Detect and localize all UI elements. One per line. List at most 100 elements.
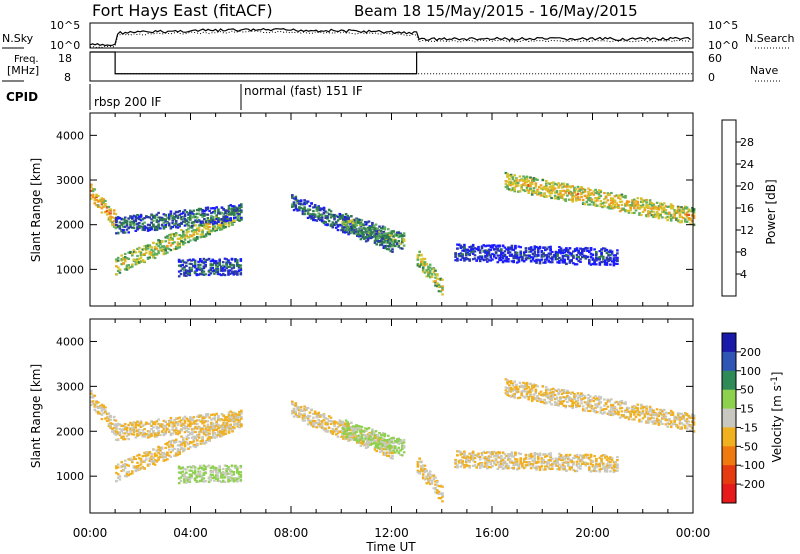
power-cell bbox=[650, 204, 654, 207]
power-cell bbox=[471, 243, 475, 247]
velocity-cell bbox=[238, 423, 241, 426]
power-cell bbox=[558, 259, 561, 263]
power-cell bbox=[568, 261, 572, 264]
power-cell bbox=[157, 241, 160, 244]
power-cell bbox=[506, 172, 509, 176]
velocity-cell bbox=[236, 419, 240, 422]
velocity-cell bbox=[234, 413, 238, 416]
power-cell bbox=[194, 239, 197, 242]
power-cell bbox=[193, 261, 197, 264]
velocity-cell bbox=[317, 415, 320, 418]
power-cell bbox=[376, 239, 379, 243]
power-cell bbox=[217, 220, 220, 223]
power-cell bbox=[169, 210, 173, 213]
power-cell bbox=[617, 206, 620, 209]
power-cell bbox=[434, 276, 437, 279]
power-cell bbox=[533, 260, 537, 263]
velocity-cell bbox=[222, 414, 225, 417]
power-cell bbox=[185, 261, 188, 264]
power-cell bbox=[463, 249, 466, 253]
power-cell bbox=[174, 247, 178, 250]
power-cell bbox=[361, 236, 364, 239]
power-cell bbox=[593, 248, 596, 251]
power-cell bbox=[183, 213, 187, 216]
power-cell bbox=[315, 206, 319, 209]
power-cell bbox=[671, 207, 675, 210]
velocity-cell bbox=[123, 467, 127, 470]
velocity-cell bbox=[190, 441, 194, 444]
velocity-cell bbox=[372, 431, 376, 434]
power-cell bbox=[162, 213, 166, 216]
power-cell bbox=[109, 217, 112, 220]
power-cell bbox=[162, 225, 166, 228]
power-cell bbox=[434, 280, 437, 283]
velocity-cell bbox=[183, 426, 187, 429]
velocity-cell bbox=[382, 447, 386, 451]
power-cell bbox=[204, 259, 207, 262]
velocity-cell bbox=[129, 430, 132, 433]
velocity-cell bbox=[208, 439, 211, 442]
velocity-cell bbox=[150, 452, 153, 456]
power-cell bbox=[211, 270, 214, 273]
velocity-cell bbox=[145, 433, 148, 436]
power-cell bbox=[573, 263, 577, 266]
power-cell bbox=[298, 206, 301, 209]
velocity-cell bbox=[372, 436, 376, 440]
velocity-cell bbox=[342, 424, 345, 427]
velocity-cell bbox=[222, 430, 225, 433]
velocity-cell bbox=[382, 453, 386, 456]
power-cell bbox=[211, 219, 215, 222]
power-cell bbox=[662, 210, 666, 213]
power-cell bbox=[166, 245, 169, 248]
power-cell bbox=[324, 216, 327, 219]
power-cell bbox=[204, 264, 207, 267]
velocity-cell bbox=[95, 400, 98, 404]
power-cell bbox=[369, 228, 372, 231]
power-cell bbox=[125, 222, 129, 225]
power-cell bbox=[538, 186, 541, 189]
cpid-row: CPID rbsp 200 IF normal (fast) 151 IF bbox=[6, 84, 363, 110]
power-cell bbox=[153, 214, 157, 217]
power-cell bbox=[572, 250, 575, 253]
power-cell bbox=[434, 273, 437, 276]
power-cell bbox=[234, 208, 238, 211]
power-cell bbox=[131, 222, 134, 225]
power-cell bbox=[553, 197, 557, 200]
velocity-cell bbox=[139, 421, 143, 424]
power-cell bbox=[317, 205, 320, 208]
power-cell bbox=[171, 225, 174, 229]
power-cell bbox=[557, 186, 560, 189]
velocity-cell bbox=[315, 426, 319, 429]
power-cell bbox=[173, 233, 176, 236]
velocity-cell bbox=[174, 429, 178, 432]
velocity-cell bbox=[227, 419, 231, 423]
power-cell bbox=[610, 191, 613, 195]
power-cell bbox=[525, 181, 529, 184]
power-cell bbox=[350, 227, 354, 230]
power-cell bbox=[640, 197, 643, 200]
power-cell bbox=[187, 224, 190, 227]
power-cell bbox=[138, 217, 141, 220]
power-cell bbox=[464, 248, 468, 251]
power-cell bbox=[203, 214, 206, 217]
velocity-cell bbox=[213, 466, 216, 469]
velocity-cell bbox=[150, 424, 153, 427]
power-cell bbox=[563, 261, 566, 264]
power-cell bbox=[227, 273, 230, 276]
power-cell bbox=[480, 257, 484, 260]
velocity-cell bbox=[164, 424, 167, 427]
power-cell bbox=[355, 218, 358, 221]
power-cell bbox=[432, 280, 436, 283]
velocity-cell bbox=[218, 480, 221, 483]
power-cell bbox=[546, 188, 550, 191]
power-cell bbox=[513, 179, 516, 182]
velocity-cell bbox=[166, 423, 169, 426]
velocity-cell bbox=[207, 480, 211, 483]
velocity-cell bbox=[221, 480, 225, 483]
velocity-cell bbox=[197, 419, 201, 422]
power-cell bbox=[633, 204, 636, 207]
velocity-cell bbox=[200, 474, 204, 478]
power-cell bbox=[186, 273, 190, 276]
velocity-cell bbox=[150, 459, 153, 463]
power-cell bbox=[197, 230, 201, 233]
